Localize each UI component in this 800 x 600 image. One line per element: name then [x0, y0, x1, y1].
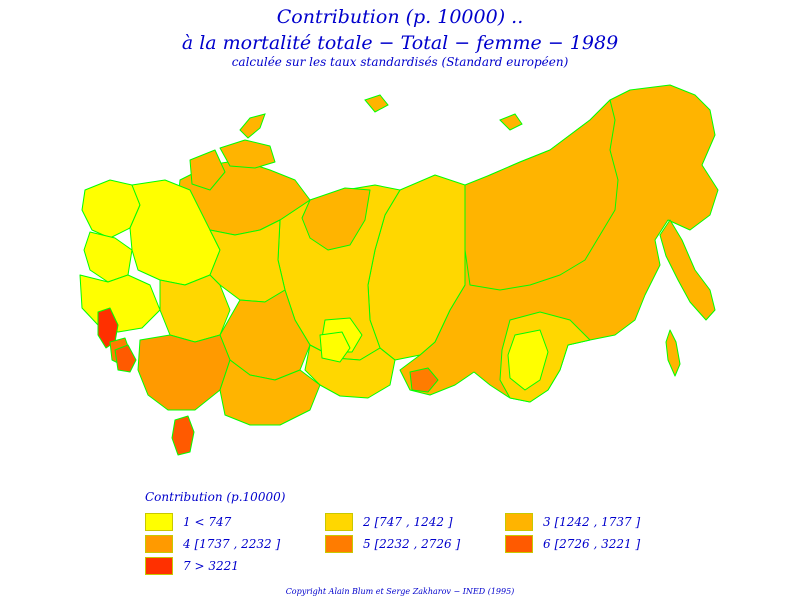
legend-swatch-2 — [325, 513, 353, 531]
region-tyumen — [301, 187, 371, 251]
region-belarus — [83, 231, 133, 283]
region-yakutia — [464, 99, 619, 291]
legend-swatch-5 — [325, 535, 353, 553]
region-turkmenistan-south — [171, 415, 195, 456]
region-kola — [219, 139, 276, 169]
legend-title: Contribution (p.10000) — [145, 490, 286, 504]
legend-label-7: 7 > 3221 — [183, 559, 239, 573]
region-karelia — [189, 149, 226, 191]
legend-swatch-3 — [505, 513, 533, 531]
legend-label-4: 4 [1737 , 2232 ] — [183, 537, 281, 551]
legend: 1 < 747 2 [747 , 1242 ] 3 [1242 , 1737 ]… — [145, 512, 685, 582]
ussr-regions-map — [79, 84, 719, 456]
legend-item-3: 3 [1242 , 1737 ] — [505, 512, 640, 532]
legend-item-1: 1 < 747 — [145, 512, 231, 532]
region-central-asia-east — [219, 359, 321, 426]
legend-item-2: 2 [747 , 1242 ] — [325, 512, 453, 532]
map-title-line-1: Contribution (p. 10000) .. — [276, 6, 524, 28]
legend-swatch-7 — [145, 557, 173, 575]
legend-swatch-1 — [145, 513, 173, 531]
region-primorye — [507, 329, 549, 391]
region-sakhalin — [665, 329, 681, 377]
map-title-line-2: à la mortalité totale − Total − femme − … — [181, 32, 619, 54]
legend-swatch-4 — [145, 535, 173, 553]
island-severnaya-zemlya — [364, 94, 389, 113]
choropleth-map — [70, 80, 730, 480]
region-ukraine — [79, 274, 161, 333]
legend-label-1: 1 < 747 — [183, 515, 232, 529]
copyright-notice: Copyright Alain Blum et Serge Zakharov −… — [285, 587, 515, 596]
legend-swatch-6 — [505, 535, 533, 553]
island-new-siberian — [499, 113, 523, 131]
region-kamchatka — [659, 219, 716, 321]
legend-label-2: 2 [747 , 1242 ] — [363, 515, 453, 529]
region-tuva — [409, 367, 439, 393]
map-subtitle: calculée sur les taux standardisés (Stan… — [231, 55, 569, 69]
legend-item-7: 7 > 3221 — [145, 556, 239, 576]
region-altai — [319, 331, 351, 363]
legend-label-6: 6 [2726 , 3221 ] — [543, 537, 641, 551]
region-volga-lower — [159, 274, 231, 343]
island-novaya-zemlya — [239, 113, 266, 139]
region-caucasus-sw — [114, 344, 137, 373]
region-central-asia-west — [137, 334, 231, 411]
legend-label-3: 3 [1242 , 1737 ] — [543, 515, 641, 529]
legend-item-5: 5 [2232 , 2726 ] — [325, 534, 460, 554]
legend-label-5: 5 [2232 , 2726 ] — [363, 537, 461, 551]
legend-item-6: 6 [2726 , 3221 ] — [505, 534, 640, 554]
legend-item-4: 4 [1737 , 2232 ] — [145, 534, 280, 554]
